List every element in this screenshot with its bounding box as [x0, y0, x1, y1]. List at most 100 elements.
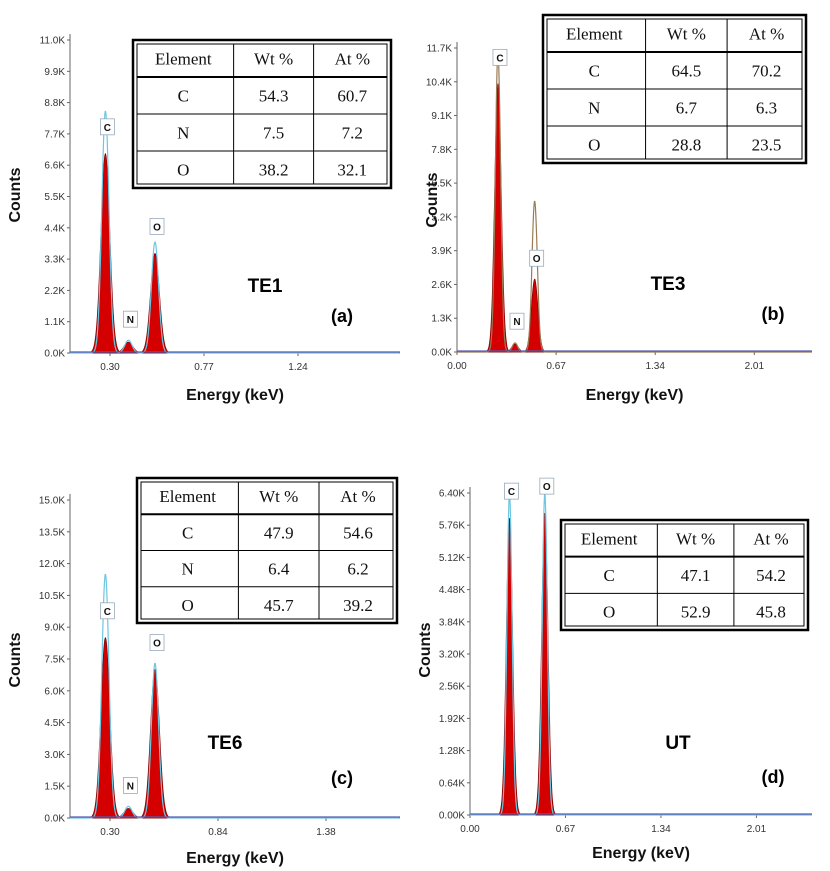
table-cell: 54.3 [259, 87, 289, 106]
table-header-cell: Element [566, 25, 623, 44]
table-cell: 54.2 [756, 566, 786, 585]
table-cell: C [589, 62, 600, 81]
y-tick-label: 5.12K [439, 553, 465, 564]
table-cell: 7.2 [342, 124, 363, 143]
spectrum-peak-C [484, 82, 512, 353]
y-tick-label: 2.2K [44, 286, 65, 297]
table-header-cell: At % [749, 25, 784, 44]
table-cell: 45.7 [264, 596, 294, 615]
table-cell: 47.1 [681, 566, 711, 585]
y-tick-label: 5.76K [439, 521, 465, 532]
peak-label-box [504, 482, 519, 500]
table-cell: 6.3 [756, 99, 777, 118]
peak-label: O [543, 482, 551, 493]
table-cell: C [603, 566, 614, 585]
y-tick-label: 0.64K [439, 778, 465, 789]
x-tick-label: 1.34 [651, 824, 671, 835]
table-cell: 6.4 [268, 560, 290, 579]
y-tick-label: 1.1K [44, 317, 65, 328]
y-tick-label: 4.48K [439, 585, 465, 596]
peak-label-box [100, 602, 115, 620]
x-axis-label: Energy (keV) [586, 387, 684, 404]
table-header-cell: Wt % [259, 487, 298, 506]
table-cell: 52.9 [681, 603, 711, 622]
table-cell: 45.8 [756, 603, 786, 622]
peak-label: O [153, 222, 161, 233]
panel-tag: (d) [762, 767, 785, 787]
x-tick-label: 0.77 [194, 362, 214, 373]
y-tick-label: 1.92K [439, 714, 465, 725]
x-axis-label: Energy (keV) [186, 850, 284, 867]
x-tick-label: 0.00 [460, 824, 480, 835]
x-tick-label: 1.34 [645, 361, 665, 372]
panel-tag: (b) [762, 304, 785, 324]
y-tick-label: 9.1K [431, 111, 452, 122]
table-inner-frame [564, 523, 805, 627]
y-tick-label: 3.3K [44, 255, 65, 266]
y-tick-label: 6.0K [44, 686, 65, 697]
spectrum-fit-line [457, 53, 812, 353]
peak-label: N [513, 317, 520, 328]
peak-label: C [496, 53, 503, 64]
y-tick-label: 9.9K [44, 67, 65, 78]
sample-name: TE1 [248, 276, 283, 297]
y-tick-label: 0.00K [439, 811, 465, 822]
spectrum-fit-line [70, 574, 400, 819]
table-header-cell: Element [159, 487, 216, 506]
peak-label-box [509, 312, 525, 330]
y-tick-label: 12.0K [39, 559, 65, 570]
table-cell: 6.2 [347, 560, 368, 579]
peak-label-box [539, 477, 555, 495]
y-tick-label: 3.0K [44, 750, 65, 761]
panel-tag: (a) [331, 306, 353, 326]
y-tick-label: 15.0K [39, 496, 65, 507]
y-tick-label: 4.5K [44, 718, 65, 729]
y-tick-label: 6.40K [439, 489, 465, 500]
table-cell: 70.2 [752, 62, 782, 81]
table-cell: 7.5 [263, 124, 284, 143]
table-cell: 28.8 [671, 136, 701, 155]
y-axis-label: Counts [417, 622, 434, 677]
y-tick-label: 1.3K [431, 314, 452, 325]
x-tick-label: 1.38 [316, 827, 336, 838]
x-tick-label: 2.01 [745, 361, 765, 372]
x-tick-label: 0.30 [100, 827, 120, 838]
table-header-cell: Wt % [667, 25, 706, 44]
y-tick-label: 11.0K [40, 36, 66, 47]
y-tick-label: 1.5K [44, 782, 65, 793]
peak-label: N [127, 781, 134, 792]
table-cell: 39.2 [343, 596, 373, 615]
x-tick-label: 0.67 [546, 361, 566, 372]
y-tick-label: 0.0K [431, 348, 452, 359]
y-tick-label: 6.6K [44, 161, 65, 172]
table-cell: C [178, 87, 189, 106]
y-tick-label: 7.8K [431, 145, 452, 156]
sample-name: UT [665, 733, 691, 754]
table-cell: 23.5 [752, 136, 782, 155]
panel-tag: (c) [331, 768, 353, 788]
peak-label-box [529, 249, 545, 267]
x-tick-label: 0.30 [100, 362, 120, 373]
composition-table: Element Wt % At % C 47.1 54.2 O 52.9 45.8 [559, 518, 810, 632]
spectrum-peak-C [87, 152, 124, 354]
y-tick-label: 5.5K [44, 192, 65, 203]
spectrum-fit-line [470, 492, 812, 816]
table-cell: C [182, 523, 193, 542]
y-tick-label: 13.5K [39, 527, 65, 538]
table-header-cell: At % [340, 487, 375, 506]
x-tick-label: 1.24 [288, 362, 308, 373]
composition-table: Element Wt % At % C 54.3 60.7 N 7.5 7.2 O 38.2 32.1 [131, 38, 393, 190]
peak-label-box [100, 118, 115, 136]
y-tick-label: 3.20K [439, 650, 465, 661]
y-tick-label: 2.56K [439, 682, 465, 693]
chart-panel-1: 0.0K 1.1K 2.2K 3.3K 4.4K 5.5K 6.6K 7.7K 8.8K 9.9K… [7, 34, 400, 404]
y-tick-label: 2.6K [431, 280, 452, 291]
x-axis-label: Energy (keV) [592, 845, 690, 862]
y-tick-label: 0.0K [44, 814, 65, 825]
table-header-cell: Wt % [254, 50, 293, 69]
peak-label: N [127, 315, 134, 326]
table-header-cell: At % [335, 50, 370, 69]
table-header-cell: At % [753, 529, 788, 548]
y-tick-label: 0.0K [44, 349, 65, 360]
